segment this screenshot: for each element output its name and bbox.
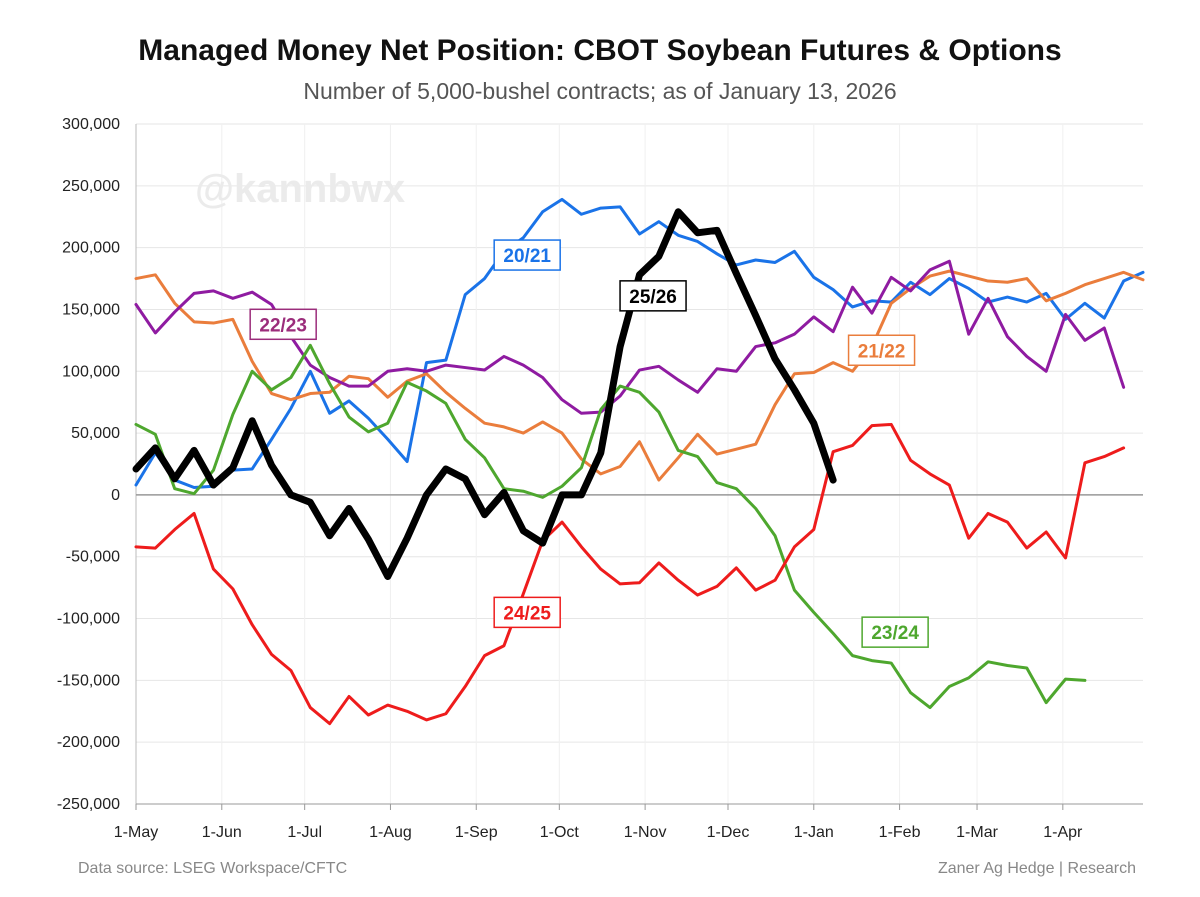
watermark: @kannbwx (195, 167, 405, 211)
series-label-text: 24/25 (503, 603, 551, 624)
data-source-note: Data source: LSEG Workspace/CFTC (78, 860, 348, 877)
y-tick-label: 200,000 (62, 240, 120, 257)
series-label-text: 22/23 (259, 315, 307, 336)
series-label-box (619, 280, 687, 312)
y-tick-label: 50,000 (71, 425, 120, 442)
x-tick-label: 1-Dec (707, 824, 750, 841)
chart-title: Managed Money Net Position: CBOT Soybean… (138, 34, 1062, 67)
series-label-box (847, 334, 916, 367)
axes: 300,000 250,000 200,000 150,000 100,000 50,00… (57, 116, 1143, 841)
x-tick-label: 1-Nov (624, 824, 667, 841)
y-tick-label: 0 (111, 487, 120, 504)
y-tick-label: -50,000 (66, 549, 120, 566)
y-tick-label: -100,000 (57, 611, 120, 628)
series-labels: 20/21 21/22 22/23 23/24 24/25 25/26 (249, 239, 929, 648)
series-lines (132, 197, 1145, 726)
series-line-21-22 (134, 269, 1145, 482)
series-label-text: 21/22 (858, 341, 906, 362)
series-label-box (249, 308, 317, 341)
y-tick-label: -250,000 (57, 796, 120, 813)
series-line-22-23 (134, 259, 1126, 415)
x-tick-label: 1-Jan (794, 824, 834, 841)
series-line-20-21 (134, 197, 1145, 489)
series-label-box (493, 239, 561, 271)
series-line-24-25 (134, 422, 1126, 726)
series-label-box (861, 616, 929, 648)
x-tick-label: 1-Jul (287, 824, 322, 841)
y-tick-label: 300,000 (62, 116, 120, 133)
series-label-text: 23/24 (871, 623, 919, 644)
y-tick-label: -150,000 (57, 672, 120, 689)
x-tick-label: 1-Sep (455, 824, 498, 841)
gridlines (135, 123, 1143, 805)
series-line-25-26 (132, 208, 837, 581)
y-tick-label: 250,000 (62, 178, 120, 195)
x-tick-label: 1-May (114, 824, 158, 841)
x-tick-label: 1-Mar (956, 824, 998, 841)
x-tick-label: 1-Feb (879, 824, 921, 841)
y-tick-label: -200,000 (57, 734, 120, 751)
series-label-box (493, 596, 561, 629)
chart-subtitle: Number of 5,000-bushel contracts; as of … (303, 78, 897, 104)
x-tick-label: 1-Apr (1043, 824, 1083, 841)
series-label-text: 25/26 (629, 287, 677, 308)
series-label-text: 20/21 (503, 246, 551, 267)
x-tick-label: 1-Aug (369, 824, 412, 841)
x-tick-label: 1-Oct (540, 824, 580, 841)
x-tick-label: 1-Jun (202, 824, 242, 841)
y-tick-label: 100,000 (62, 363, 120, 380)
y-tick-label: 150,000 (62, 301, 120, 318)
credit-note: Zaner Ag Hedge | Research (937, 860, 1136, 877)
